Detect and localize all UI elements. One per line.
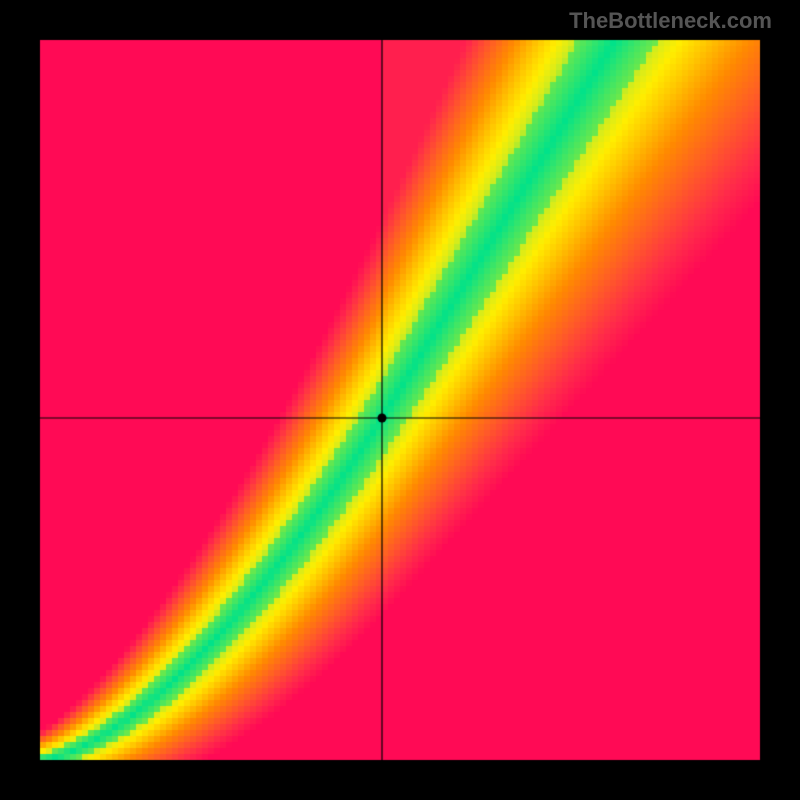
chart-container: TheBottleneck.com xyxy=(0,0,800,800)
watermark-text: TheBottleneck.com xyxy=(569,8,772,34)
heatmap-canvas xyxy=(0,0,800,800)
